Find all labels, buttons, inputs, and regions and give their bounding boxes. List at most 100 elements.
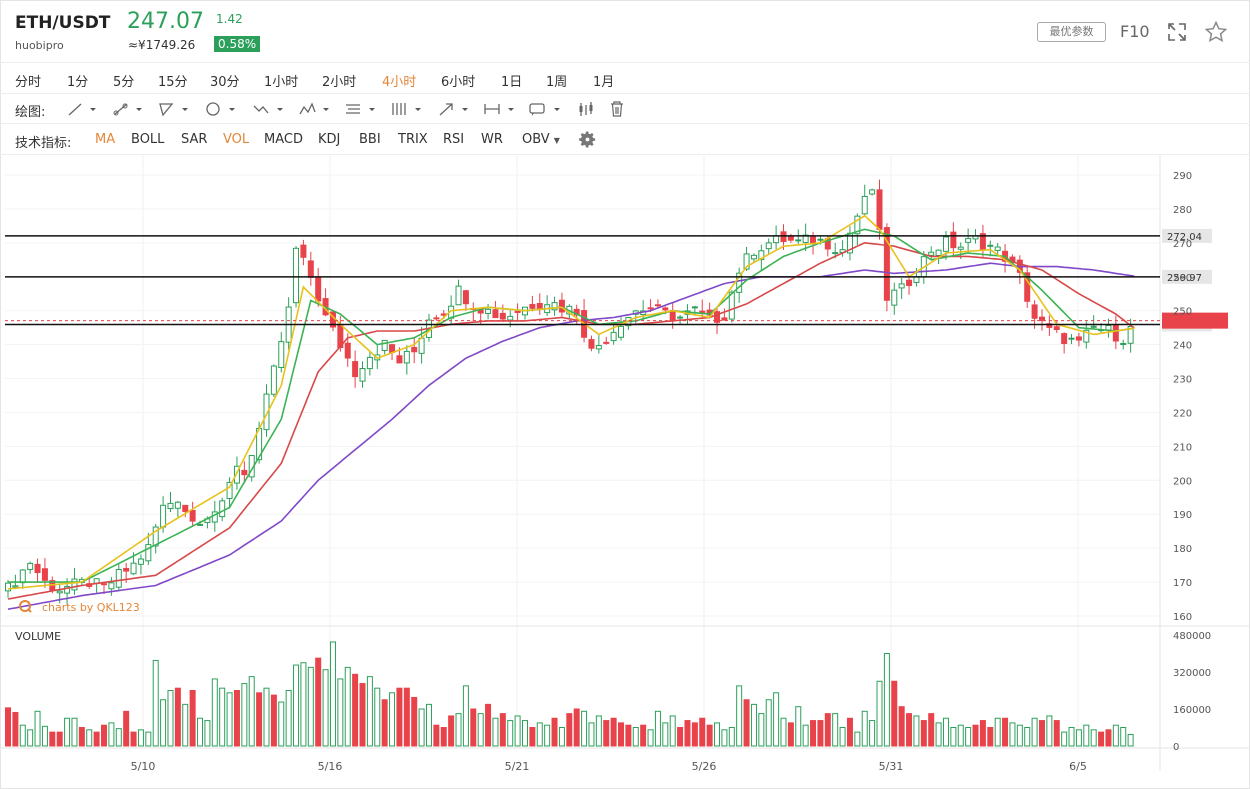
channel-tool-icon[interactable] (389, 100, 425, 118)
candle-body (189, 509, 196, 522)
f10-button[interactable]: F10 (1120, 22, 1150, 41)
text-tool-icon[interactable] (528, 100, 564, 118)
candle-body (34, 563, 41, 574)
period-2h[interactable]: 2小时 (322, 75, 357, 90)
indicator-macd[interactable]: MACD (264, 132, 303, 147)
measure-tool-icon[interactable] (482, 100, 518, 118)
indicator-wr[interactable]: WR (481, 132, 503, 147)
price-tick-label: 170 (1173, 578, 1192, 589)
candle-body (588, 339, 595, 349)
price-tick-label: 190 (1173, 510, 1192, 521)
volume-bar (278, 701, 285, 747)
candle-body (743, 253, 750, 270)
candle-body (233, 465, 240, 484)
period-5m[interactable]: 5分 (113, 75, 135, 90)
volume-bar (787, 722, 794, 747)
circle-tool-icon[interactable] (203, 100, 239, 118)
indicator-sar[interactable]: SAR (181, 132, 208, 147)
period-4h[interactable]: 4小时 (382, 75, 417, 90)
period-1m[interactable]: 1分 (67, 75, 89, 90)
volume-bar (1120, 727, 1127, 747)
arrow-tool-icon[interactable] (436, 100, 472, 118)
period-1d[interactable]: 1日 (501, 75, 523, 90)
indicator-kdj[interactable]: KDJ (318, 132, 341, 147)
time-tick-label: 6/5 (1069, 760, 1087, 773)
volume-bar (381, 699, 388, 747)
candle-tool-icon[interactable] (577, 100, 595, 118)
volume-bar (529, 727, 536, 747)
candle-body (307, 260, 314, 278)
volume-bar (750, 703, 757, 747)
period-6h[interactable]: 6小时 (441, 75, 476, 90)
volume-bar (1098, 731, 1105, 747)
volume-bar (448, 715, 455, 747)
period-timeline[interactable]: 分时 (15, 75, 42, 90)
volume-bar (359, 683, 366, 747)
candle-body (278, 341, 285, 368)
period-1mo[interactable]: 1月 (593, 75, 615, 90)
candle-body (19, 569, 26, 584)
candle-body (1031, 304, 1038, 319)
line-tool-icon[interactable] (64, 100, 100, 118)
triangle-tool-icon[interactable] (156, 100, 192, 118)
period-30m[interactable]: 30分 (210, 75, 240, 90)
candle-body (71, 578, 78, 591)
indicator-rsi[interactable]: RSI (443, 132, 465, 147)
candle-body (773, 235, 780, 244)
fullscreen-icon[interactable] (1165, 20, 1189, 44)
pattern-tool-icon[interactable] (297, 100, 333, 118)
price-tick-label: 280 (1173, 205, 1192, 216)
volume-bar (270, 694, 277, 747)
indicator-obv[interactable]: OBV ▼ (522, 132, 560, 147)
volume-bar (625, 724, 632, 747)
volume-bar (211, 678, 218, 747)
optimal-params-button[interactable]: 最优参数 (1037, 22, 1106, 42)
volume-bar (551, 717, 558, 747)
volume-bar (736, 685, 743, 747)
volume-bar (640, 724, 647, 747)
indicator-vol[interactable]: VOL (223, 132, 250, 147)
candle-body (514, 310, 521, 313)
volume-bar (1031, 717, 1038, 747)
candle-body (942, 236, 949, 252)
candle-body (1024, 272, 1031, 302)
candle-body (499, 312, 506, 320)
fibonacci-tool-icon[interactable] (343, 100, 379, 118)
volume-bar (647, 729, 654, 747)
candle-body (876, 189, 883, 230)
moving-average-lines (7, 214, 1135, 610)
candle-body (300, 244, 307, 258)
candle-body (898, 283, 905, 289)
trash-icon[interactable] (608, 100, 626, 118)
last-price-tag (1162, 312, 1228, 329)
ray-tool-icon[interactable] (110, 100, 146, 118)
indicator-label: 技术指标: (15, 136, 72, 151)
volume-bar (256, 692, 263, 747)
star-icon[interactable] (1204, 20, 1228, 44)
volume-bar (558, 727, 565, 747)
indicator-trix[interactable]: TRIX (398, 132, 428, 147)
volume-bar (115, 728, 122, 747)
period-15m[interactable]: 15分 (158, 75, 188, 90)
zigzag-tool-icon[interactable] (251, 100, 287, 118)
volume-bar (64, 717, 71, 747)
candle-body (197, 523, 204, 526)
candle-body (1120, 343, 1127, 346)
period-1w[interactable]: 1周 (546, 75, 568, 90)
indicator-bbi[interactable]: BBI (359, 132, 381, 147)
volume-bar (817, 720, 824, 747)
candle-body (610, 331, 617, 342)
candle-body (1061, 333, 1068, 344)
volume-bar (632, 727, 639, 747)
indicator-boll[interactable]: BOLL (131, 132, 165, 147)
volume-bar (920, 720, 927, 747)
volume-bar (618, 722, 625, 747)
settings-gear-icon[interactable] (578, 130, 597, 148)
indicator-ma[interactable]: MA (95, 132, 116, 147)
candle-body (957, 246, 964, 250)
candle-body (950, 231, 957, 249)
period-1h[interactable]: 1小时 (264, 75, 299, 90)
candle-body (869, 189, 876, 195)
volume-bar (987, 727, 994, 747)
